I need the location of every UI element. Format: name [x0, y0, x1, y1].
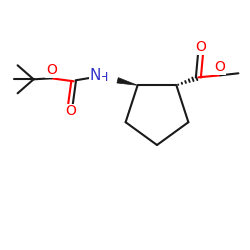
- Text: O: O: [195, 40, 206, 54]
- Text: O: O: [46, 63, 57, 77]
- Polygon shape: [117, 78, 138, 85]
- Text: H: H: [99, 71, 108, 84]
- Text: O: O: [65, 104, 76, 118]
- Text: N: N: [90, 68, 101, 83]
- Text: O: O: [214, 60, 225, 74]
